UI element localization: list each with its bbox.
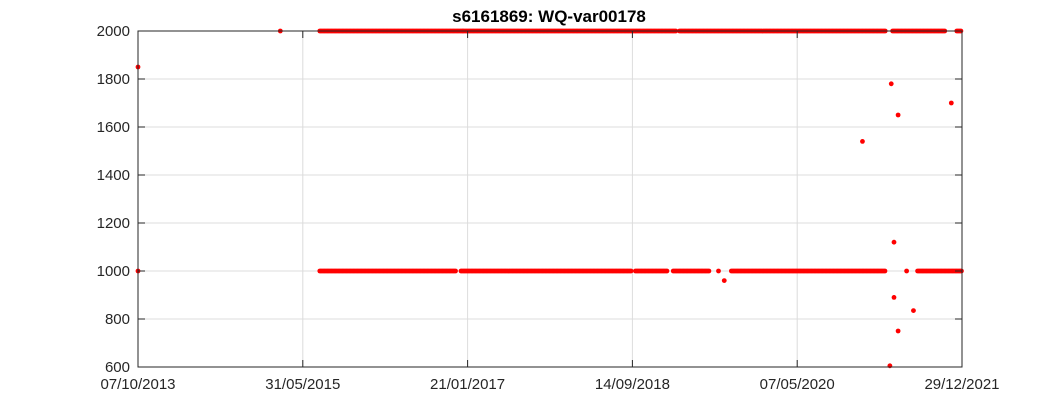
data-point: [895, 328, 901, 334]
y-tick-label: 1400: [97, 167, 130, 184]
x-tick-label: 07/05/2020: [760, 376, 835, 393]
y-tick-label: 1600: [97, 119, 130, 136]
data-point: [891, 239, 897, 245]
data-point: [891, 295, 897, 300]
data-points: [135, 28, 964, 369]
y-tick-label: 1200: [97, 215, 130, 232]
x-tick-label: 14/09/2018: [595, 376, 670, 393]
y-tick-label: 1800: [97, 71, 130, 88]
y-tick-label: 1000: [97, 263, 130, 280]
data-point: [904, 268, 910, 274]
y-tick-label: 800: [105, 311, 130, 328]
x-tick-label: 29/12/2021: [924, 376, 999, 393]
x-axis: 07/10/2013 31/05/2015 21/01/2017 14/09/2018…: [100, 31, 1000, 393]
x-tick-label: 31/05/2015: [265, 376, 340, 393]
data-point: [882, 268, 888, 274]
data-point: [888, 81, 894, 87]
data-point: [706, 268, 712, 274]
plot-frame: [137, 30, 963, 368]
data-point: [860, 139, 865, 144]
grid: [138, 31, 962, 367]
data-point: [453, 268, 458, 274]
y-axis: 600 800 1000 1200 1400 1600 1800 2000: [97, 23, 962, 376]
chart-title: s6161869: WQ-var00178: [452, 7, 646, 26]
data-point: [721, 278, 727, 283]
data-point: [948, 100, 954, 106]
x-tick-label: 07/10/2013: [100, 376, 175, 393]
data-point: [716, 268, 721, 274]
data-point: [628, 268, 634, 274]
x-tick-label: 21/01/2017: [430, 376, 505, 393]
data-point: [911, 308, 916, 313]
data-point: [895, 112, 901, 118]
y-tick-label: 2000: [97, 23, 130, 40]
data-point: [664, 268, 670, 274]
y-tick-label: 600: [105, 359, 130, 376]
